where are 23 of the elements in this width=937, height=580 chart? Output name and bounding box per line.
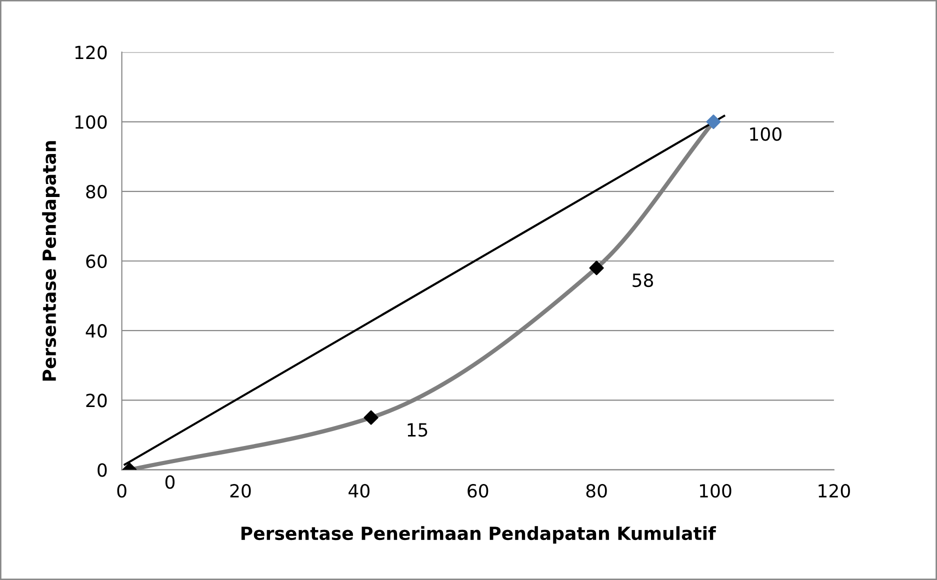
x-tick-label: 60	[468, 484, 488, 498]
y-tick-label: 120	[75, 46, 107, 60]
x-tick-label: 100	[700, 484, 732, 498]
y-tick-label: 60	[86, 254, 107, 268]
y-tick-label: 100	[75, 115, 107, 129]
x-tick-label: 40	[348, 484, 370, 498]
point	[589, 260, 604, 276]
x-tick-label: 0	[117, 484, 126, 498]
data-label: 0	[165, 475, 175, 489]
data-label: 100	[750, 127, 782, 141]
data-label: 58	[632, 273, 654, 288]
point	[706, 114, 721, 130]
x-tick-label: 120	[818, 484, 850, 498]
y-tick-label: 0	[98, 463, 107, 477]
point	[364, 410, 378, 425]
y-tick-label: 20	[86, 394, 107, 408]
data-label: 15	[408, 423, 428, 437]
y-tick-label: 40	[86, 324, 107, 338]
x-tick-label: 20	[230, 484, 251, 498]
x-tick-label: 80	[586, 484, 607, 498]
y-tick-label: 80	[86, 184, 107, 199]
x-axis-title: Persentase Penerimaan Pendapatan Kumulatif	[241, 526, 716, 544]
y-axis-title: Persentase Pendapatan	[42, 141, 60, 381]
